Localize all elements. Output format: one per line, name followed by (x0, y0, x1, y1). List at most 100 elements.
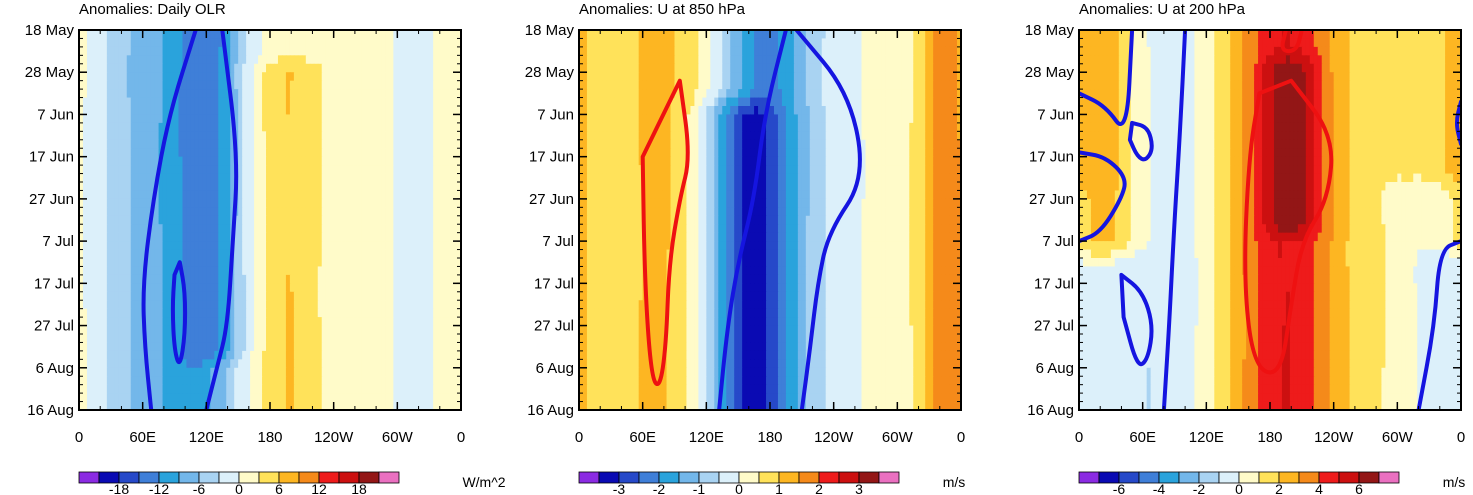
field-cell (417, 283, 422, 293)
field-cell (285, 30, 291, 40)
field-cell (230, 401, 235, 410)
field-cell (277, 283, 283, 293)
field-cell (210, 55, 215, 65)
field-cell (166, 72, 172, 82)
field-cell (266, 249, 271, 259)
field-cell (361, 182, 367, 192)
field-cell (381, 55, 386, 65)
field-cell (134, 97, 140, 107)
field-cell (317, 139, 323, 149)
field-cell (345, 106, 351, 116)
field-cell (345, 89, 351, 99)
field-cell (126, 148, 132, 158)
field-cell (190, 325, 195, 335)
field-cell (397, 334, 402, 344)
field-cell (166, 173, 172, 183)
field-cell (262, 89, 267, 99)
field-cell (341, 359, 347, 369)
field-cell (349, 182, 355, 192)
field-cell (285, 215, 291, 225)
field-cell (102, 232, 108, 242)
field-cell (901, 55, 906, 65)
field-cell (270, 291, 275, 301)
field-cell (349, 46, 355, 56)
field-cell (321, 148, 327, 158)
field-cell (301, 190, 307, 200)
field-cell (586, 55, 592, 65)
field-cell (377, 350, 383, 360)
field-cell (250, 367, 255, 377)
field-cell (126, 291, 132, 301)
field-cell (373, 106, 379, 116)
field-cell (150, 334, 156, 344)
field-cell (373, 89, 379, 99)
field-cell (218, 266, 223, 276)
field-cell (397, 215, 402, 225)
field-cell (457, 274, 461, 284)
field-cell (369, 317, 375, 327)
field-cell (329, 72, 335, 82)
field-cell (825, 55, 831, 65)
field-cell (94, 274, 100, 284)
field-cell (258, 131, 263, 141)
field-cell (762, 55, 767, 65)
field-cell (449, 55, 454, 65)
field-cell (126, 325, 132, 335)
field-cell (337, 131, 343, 141)
field-cell (277, 401, 283, 410)
field-cell (321, 190, 327, 200)
field-cell (190, 207, 195, 217)
field-cell (329, 106, 335, 116)
field-cell (405, 266, 410, 276)
field-cell (333, 367, 339, 377)
field-cell (349, 342, 355, 352)
field-cell (658, 55, 664, 65)
field-cell (429, 266, 434, 276)
field-cell (297, 207, 303, 217)
field-cell (178, 106, 184, 116)
field-cell (178, 308, 184, 318)
field-cell (86, 182, 92, 192)
field-cell (130, 139, 136, 149)
field-cell (134, 38, 140, 48)
field-cell (345, 72, 351, 82)
field-cell (118, 173, 124, 183)
field-cell (393, 291, 398, 301)
field-cell (114, 46, 120, 56)
field-cell (154, 384, 160, 394)
field-cell (297, 173, 303, 183)
field-cell (194, 215, 199, 225)
field-cell (397, 367, 402, 377)
field-cell (190, 72, 195, 82)
field-cell (297, 72, 303, 82)
field-cell (289, 224, 295, 234)
field-cell (429, 350, 434, 360)
field-cell (453, 308, 458, 318)
field-cell (285, 207, 291, 217)
field-cell (401, 376, 406, 386)
field-cell (118, 207, 124, 217)
field-cell (102, 334, 108, 344)
field-cell (277, 334, 283, 344)
field-cell (594, 30, 600, 40)
field-cell (865, 55, 871, 65)
field-cell (357, 384, 363, 394)
field-cell (369, 106, 375, 116)
field-cell (841, 46, 847, 56)
field-cell (453, 367, 458, 377)
field-cell (134, 156, 140, 166)
field-cell (210, 224, 215, 234)
field-cell (385, 198, 390, 208)
field-cell (214, 38, 219, 48)
field-cell (190, 89, 195, 99)
field-cell (437, 232, 442, 242)
field-cell (134, 232, 140, 242)
field-cell (305, 283, 311, 293)
field-cell (389, 300, 394, 310)
field-cell (94, 317, 100, 327)
field-cell (273, 131, 279, 141)
field-cell (425, 114, 430, 124)
field-cell (373, 182, 379, 192)
field-cell (762, 63, 767, 73)
field-cell (393, 182, 398, 192)
